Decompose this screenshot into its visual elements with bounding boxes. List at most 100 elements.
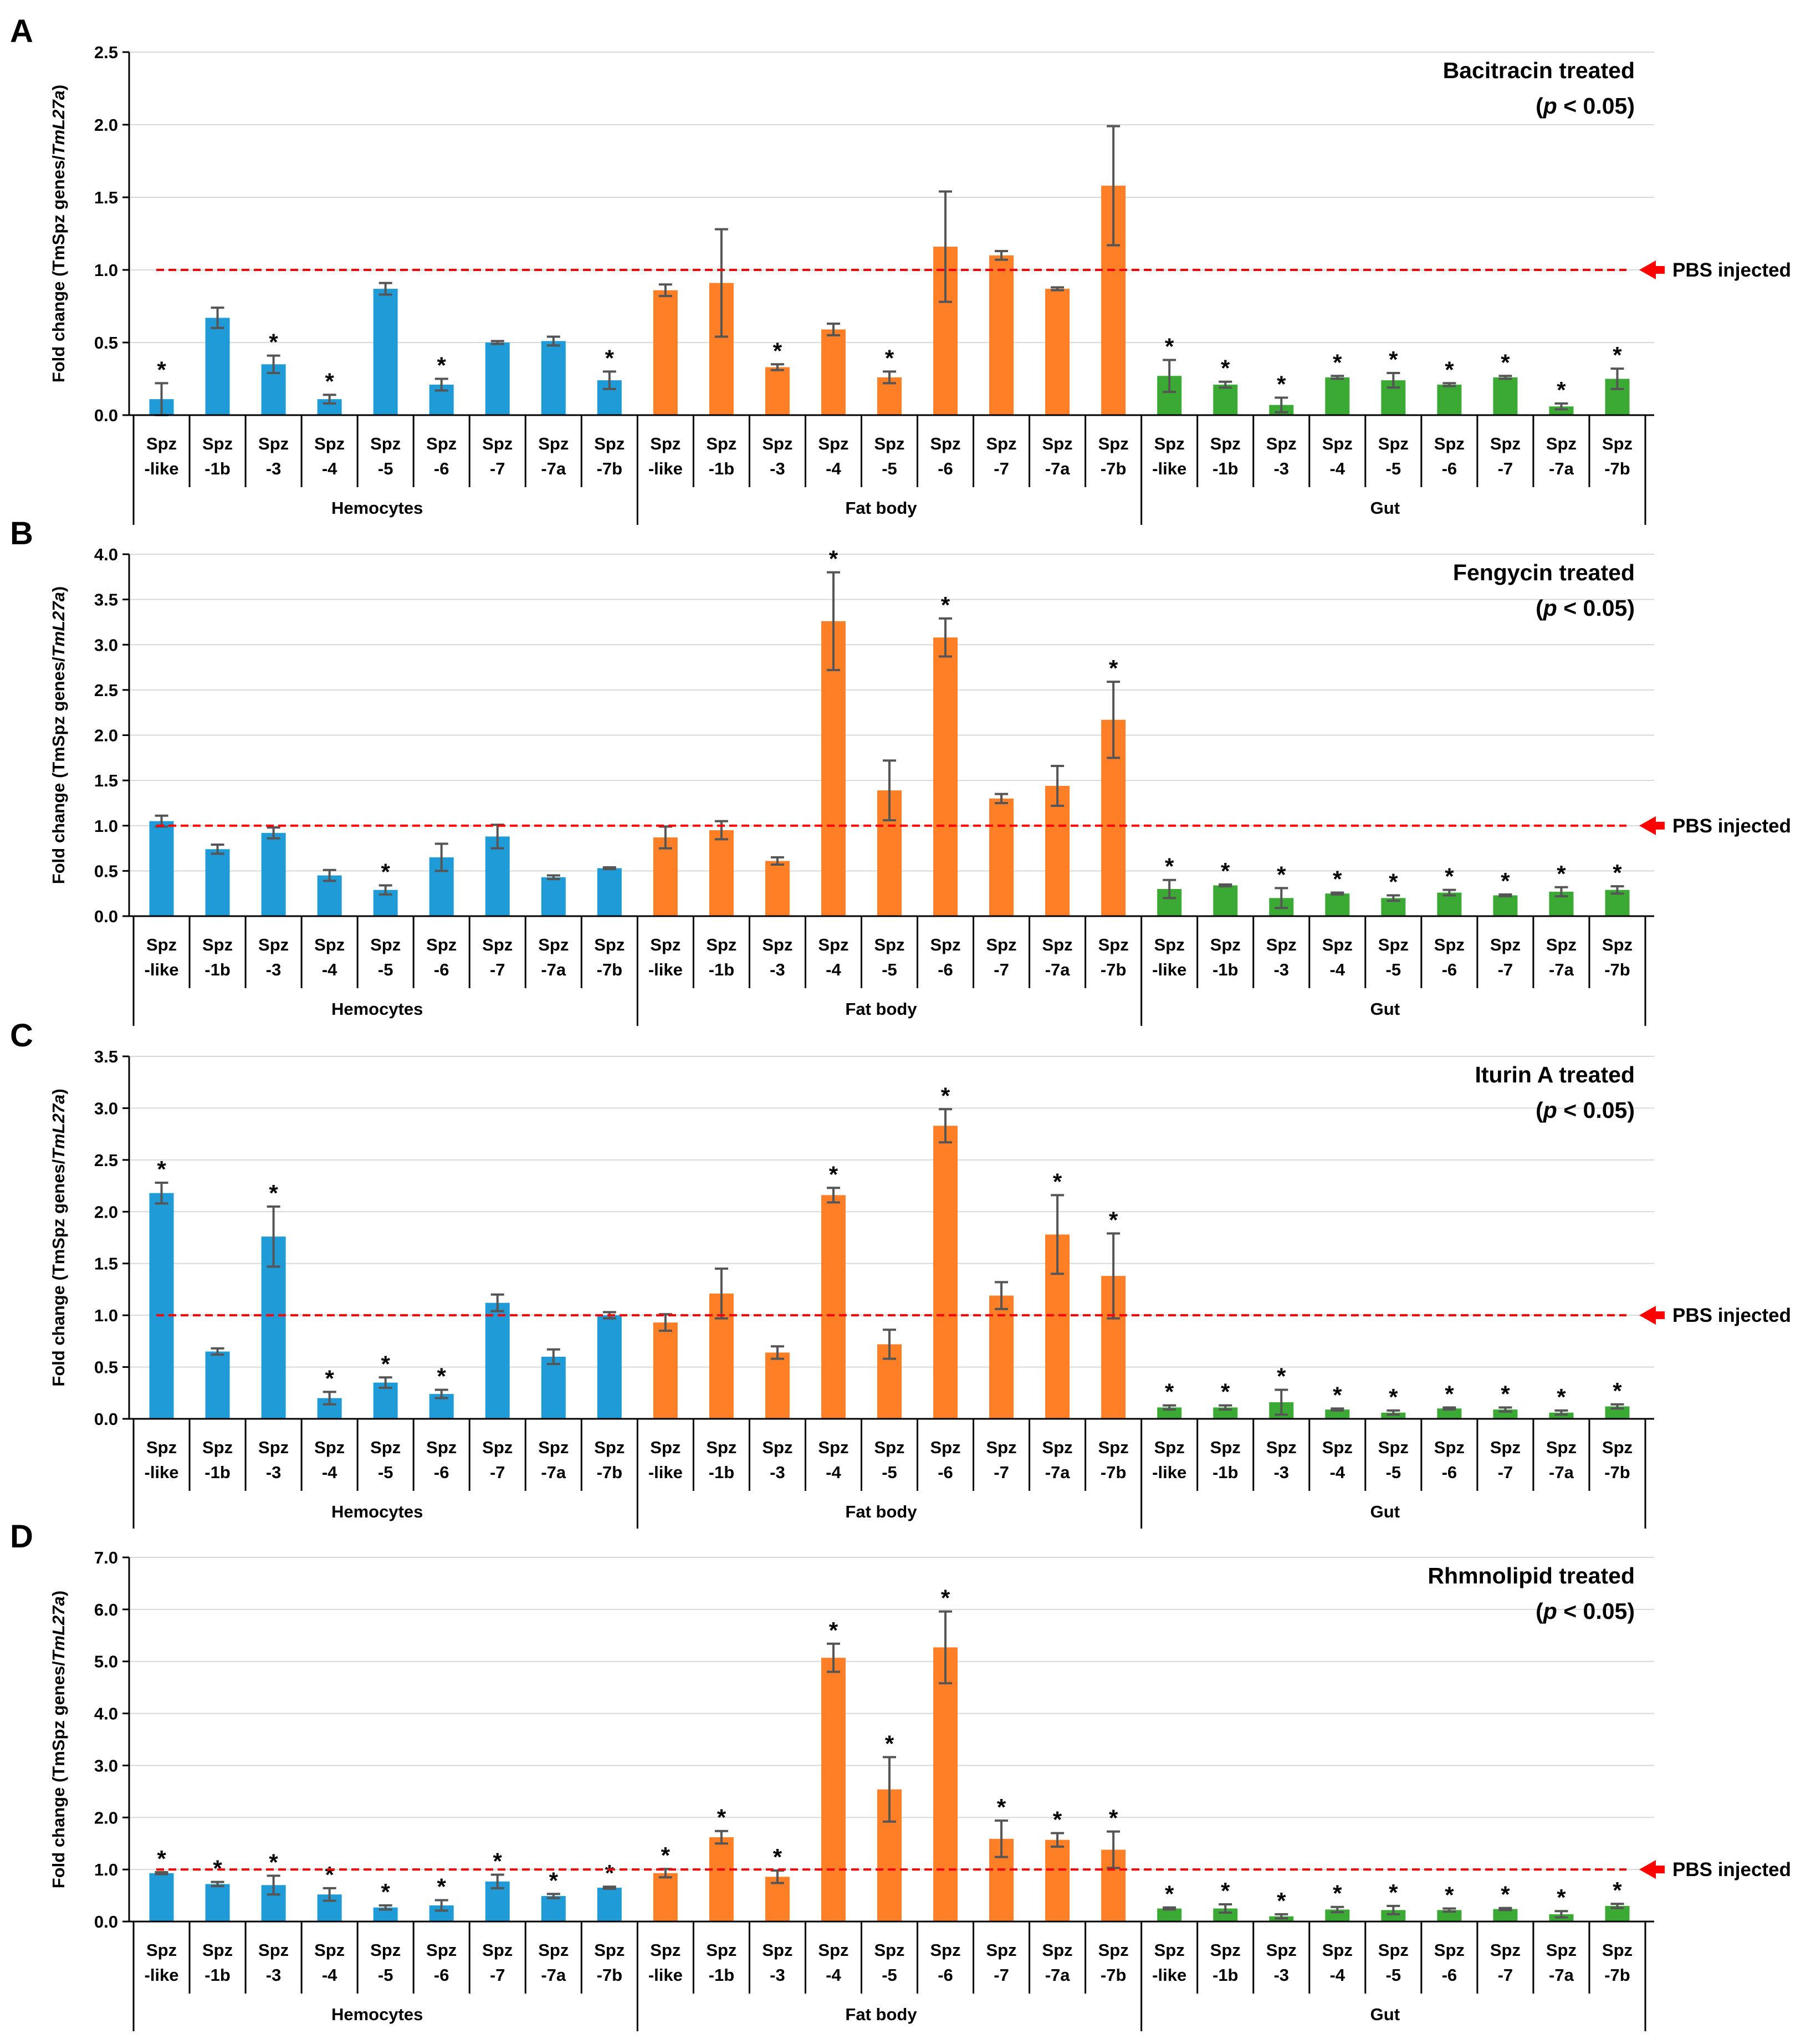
significance-star: *: [1333, 866, 1342, 892]
legend-arrow-icon: [1639, 260, 1665, 279]
x-tick-label: -4: [826, 1463, 841, 1482]
x-tick-label: Spz: [1042, 1438, 1073, 1457]
x-tick-label: -7: [994, 459, 1009, 478]
significance-star: *: [773, 1844, 782, 1870]
bar: [989, 798, 1014, 916]
y-tick-label: 1.5: [94, 771, 118, 790]
bar: [149, 1193, 174, 1419]
x-tick-label: -5: [882, 459, 897, 478]
x-tick-label: -1b: [1213, 1463, 1239, 1482]
significance-star: *: [1501, 349, 1510, 375]
significance-star: *: [941, 592, 950, 618]
x-tick-label: Spz: [930, 434, 960, 453]
significance-star: *: [773, 338, 782, 364]
x-tick-label: Spz: [874, 1438, 904, 1457]
group-label: Fat body: [845, 1502, 917, 1521]
x-tick-label: -1b: [709, 459, 735, 478]
significance-star: *: [829, 546, 838, 572]
y-axis-label: Fold change (TmSpz genes/TmL27a): [49, 586, 68, 884]
x-tick-label: Spz: [706, 1438, 736, 1457]
x-tick-label: -4: [1330, 1463, 1346, 1482]
subtitle-open: (: [1536, 595, 1543, 621]
legend-label: PBS injected: [1672, 259, 1791, 281]
bar: [373, 289, 398, 415]
x-tick-label: Spz: [426, 1940, 457, 1960]
significance-star: *: [1501, 1381, 1510, 1407]
group-label: Fat body: [845, 999, 917, 1019]
significance-star: *: [1277, 1888, 1286, 1914]
y-tick-label: 1.0: [94, 1860, 118, 1879]
chart-title: Bacitracin treated: [1443, 58, 1635, 83]
x-tick-label: Spz: [1322, 935, 1353, 954]
y-tick-label: 3.5: [94, 590, 118, 610]
x-tick-label: Spz: [1098, 1940, 1129, 1960]
x-tick-label: Spz: [538, 434, 569, 453]
x-tick-label: Spz: [1378, 434, 1409, 453]
bar: [205, 318, 230, 415]
bar: [205, 849, 230, 916]
x-tick-label: -7a: [541, 1463, 566, 1482]
y-tick-label: 5.0: [94, 1652, 118, 1672]
x-tick-label: -6: [434, 960, 449, 979]
significance-star: *: [269, 329, 278, 355]
x-tick-label: -3: [1273, 960, 1289, 979]
x-tick-label: -1b: [204, 1463, 231, 1482]
x-tick-label: Spz: [1490, 1940, 1521, 1960]
x-tick-label: Spz: [874, 935, 904, 954]
significance-star: *: [269, 1849, 278, 1875]
significance-star: *: [1445, 863, 1454, 890]
x-tick-label: Spz: [426, 434, 457, 453]
group-label: Hemocytes: [331, 999, 423, 1019]
x-tick-label: Spz: [1154, 1940, 1185, 1960]
bar: [317, 875, 342, 916]
x-tick-label: -1b: [204, 960, 231, 979]
significance-star: *: [717, 1805, 727, 1831]
y-tick-label: 1.0: [94, 260, 118, 280]
bar: [485, 343, 510, 415]
y-tick-label: 3.0: [94, 635, 118, 655]
bar: [989, 1295, 1014, 1419]
x-tick-label: -5: [1386, 459, 1401, 478]
x-tick-label: Spz: [1490, 1438, 1521, 1457]
y-axis-label-close: ): [49, 586, 68, 592]
x-tick-label: -3: [266, 960, 282, 979]
bar: [709, 1837, 734, 1922]
x-tick-label: Spz: [986, 1438, 1017, 1457]
x-tick-label: -5: [1386, 1965, 1401, 1985]
x-tick-label: Spz: [1546, 1940, 1577, 1960]
y-tick-label: 6.0: [94, 1600, 118, 1619]
significance-star: *: [1221, 355, 1230, 381]
significance-star: *: [1389, 1384, 1398, 1410]
significance-star: *: [1333, 1382, 1342, 1408]
subtitle-p: p: [1543, 93, 1557, 119]
y-tick-label: 2.5: [94, 43, 118, 62]
x-tick-label: Spz: [146, 1940, 177, 1960]
significance-star: *: [325, 1862, 334, 1888]
bar: [933, 1126, 958, 1419]
x-tick-label: -7b: [1604, 1965, 1630, 1985]
x-tick-label: -6: [938, 1965, 953, 1985]
significance-star: *: [1613, 1877, 1622, 1903]
x-tick-label: Spz: [650, 1438, 681, 1457]
significance-star: *: [1109, 655, 1118, 681]
x-tick-label: Spz: [258, 1940, 289, 1960]
x-tick-label: Spz: [1098, 1438, 1129, 1457]
x-tick-label: Spz: [818, 434, 848, 453]
significance-star: *: [1613, 860, 1622, 886]
x-tick-label: -7b: [1101, 1463, 1127, 1482]
x-tick-label: Spz: [594, 1438, 625, 1457]
x-tick-label: -5: [378, 1965, 393, 1985]
y-tick-label: 1.0: [94, 1306, 118, 1325]
significance-star: *: [1165, 854, 1174, 880]
y-axis-label-italic: TmL27a: [49, 90, 68, 155]
x-tick-label: -6: [1442, 459, 1457, 478]
x-tick-label: -like: [1152, 960, 1186, 979]
subtitle-p: p: [1543, 1598, 1557, 1624]
x-tick-label: Spz: [1378, 935, 1409, 954]
significance-star: *: [1165, 1379, 1174, 1405]
x-tick-label: -7b: [1101, 1965, 1127, 1985]
x-tick-label: Spz: [762, 1438, 792, 1457]
y-tick-label: 0.5: [94, 861, 118, 881]
group-label: Gut: [1370, 999, 1400, 1019]
significance-star: *: [1557, 861, 1566, 887]
